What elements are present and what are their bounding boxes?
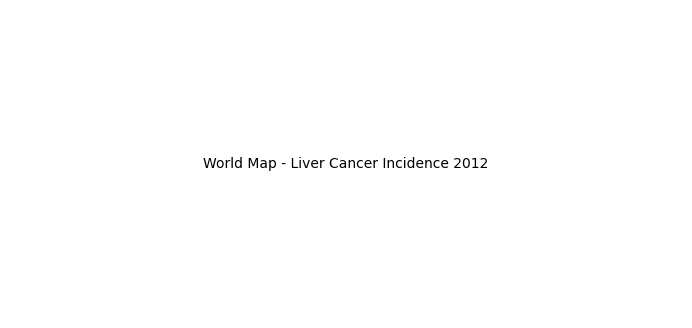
- Text: World Map - Liver Cancer Incidence 2012: World Map - Liver Cancer Incidence 2012: [203, 157, 489, 171]
